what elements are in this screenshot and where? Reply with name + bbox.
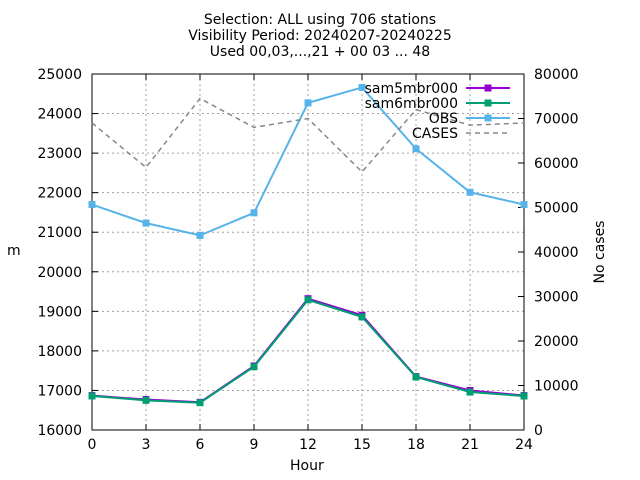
y2-tick-label: 70000 [534,112,579,128]
data-point-sam6mbr000 [250,363,258,371]
data-point-OBS [412,145,420,153]
y-tick-label: 23000 [37,146,82,162]
x-tick-label: 21 [461,437,479,453]
x-tick-label: 3 [142,437,151,453]
legend-marker-OBS [484,114,492,122]
x-tick-label: 18 [407,437,425,453]
data-point-OBS [142,219,150,227]
data-point-sam6mbr000 [88,392,96,400]
data-point-OBS [250,209,258,217]
y-tick-label: 20000 [37,265,82,281]
legend-label-CASES: CASES [412,126,458,142]
series-line-CASES [91,97,525,173]
y2-tick-label: 80000 [534,67,579,83]
x-tick-label: 0 [88,437,97,453]
legend-marker-sam6mbr000 [484,99,492,107]
data-point-OBS [304,99,312,107]
y2-tick-label: 10000 [534,379,579,395]
x-tick-label: 9 [250,437,259,453]
data-point-sam6mbr000 [304,296,312,304]
chart-title-line-1: Selection: ALL using 706 stations [203,12,437,28]
y-axis-title: m [7,243,21,259]
chart-title-line-2: Visibility Period: 20240207-20240225 [188,28,452,44]
y-tick-label: 24000 [37,107,82,123]
data-point-OBS [520,201,528,209]
data-point-OBS [466,188,474,196]
y2-tick-label: 30000 [534,290,579,306]
x-axis-title: Hour [290,458,324,474]
legend-label-sam6mbr000: sam6mbr000 [365,96,458,112]
y-tick-label: 21000 [37,225,82,241]
data-point-sam6mbr000 [412,373,420,381]
data-point-sam6mbr000 [358,313,366,321]
y-tick-label: 16000 [37,423,82,439]
x-tick-label: 6 [196,437,205,453]
chart-title-line-3: Used 00,03,...,21 + 00 03 ... 48 [209,44,431,60]
legend-label-sam5mbr000: sam5mbr000 [365,81,458,97]
y2-tick-label: 20000 [534,334,579,350]
legend-label-OBS: OBS [429,111,458,127]
data-point-sam6mbr000 [520,392,528,400]
x-tick-label: 15 [353,437,371,453]
x-tick-label: 24 [515,437,533,453]
y-tick-label: 25000 [37,67,82,83]
y2-tick-label: 40000 [534,245,579,261]
y-tick-label: 22000 [37,186,82,202]
plot-frame [91,73,525,431]
y2-tick-label: 0 [534,423,543,439]
y2-tick-label: 60000 [534,156,579,172]
y-tick-label: 19000 [37,304,82,320]
data-point-OBS [88,201,96,209]
data-point-sam6mbr000 [466,388,474,396]
data-point-OBS [196,231,204,239]
y2-tick-label: 50000 [534,201,579,217]
data-point-sam6mbr000 [142,396,150,404]
x-tick-label: 12 [299,437,317,453]
data-point-OBS [358,83,366,91]
data-point-sam6mbr000 [196,399,204,407]
y-tick-label: 17000 [37,383,82,399]
legend-marker-sam5mbr000 [484,84,492,92]
y-tick-label: 18000 [37,344,82,360]
